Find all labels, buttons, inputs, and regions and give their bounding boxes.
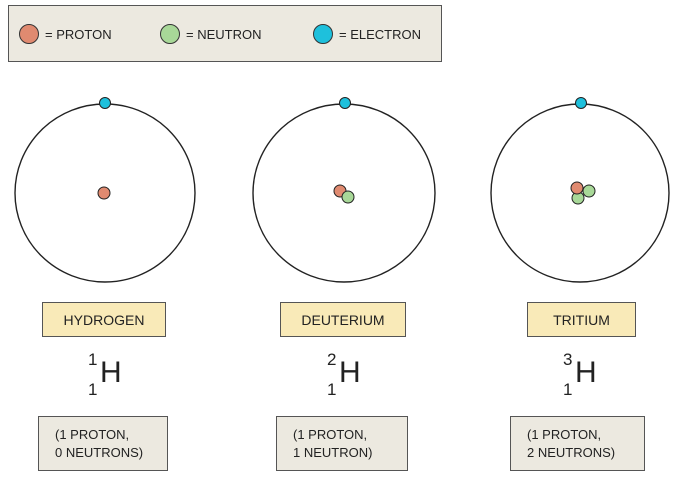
proton-icon <box>97 186 111 200</box>
deuterium-atom <box>252 97 436 283</box>
atomic-number: 1 <box>327 380 337 399</box>
atomic-number: 1 <box>563 380 573 399</box>
neutron-icon <box>582 184 596 198</box>
deuterium-label: DEUTERIUM <box>280 302 406 337</box>
neutron-swatch-icon <box>160 24 180 44</box>
legend-neutron-label: = NEUTRON <box>186 26 262 42</box>
mass-number: 1 <box>88 350 98 369</box>
electron-icon <box>339 97 351 109</box>
element-symbol: H <box>575 356 597 389</box>
neutron-icon <box>341 190 355 204</box>
info-line: 2 NEUTRONS) <box>527 444 616 460</box>
mass-number: 2 <box>327 350 337 369</box>
info-line: (1 PROTON, <box>55 426 130 442</box>
mass-number: 3 <box>563 350 573 369</box>
hydrogen-label: HYDROGEN <box>42 302 166 337</box>
proton-swatch-icon <box>19 24 39 44</box>
electron-swatch-icon <box>313 24 333 44</box>
legend-proton-label: = PROTON <box>45 26 112 42</box>
electron-icon <box>99 97 111 109</box>
info-line: (1 PROTON, <box>527 426 602 442</box>
hydrogen-atom <box>14 97 196 283</box>
deuterium-info: (1 PROTON, 1 NEUTRON) <box>276 416 408 471</box>
info-line: (1 PROTON, <box>293 426 368 442</box>
tritium-label: TRITIUM <box>527 302 636 337</box>
legend-proton: = PROTON <box>19 24 112 44</box>
tritium-atom <box>490 97 670 283</box>
info-line: 0 NEUTRONS) <box>55 444 144 460</box>
tritium-symbol: 3 H 1 <box>563 350 623 405</box>
hydrogen-info: (1 PROTON, 0 NEUTRONS) <box>38 416 168 471</box>
tritium-info: (1 PROTON, 2 NEUTRONS) <box>510 416 645 471</box>
element-symbol: H <box>339 356 361 389</box>
atomic-number: 1 <box>88 380 98 399</box>
proton-icon <box>570 181 584 195</box>
element-symbol: H <box>100 356 122 389</box>
atoms <box>14 97 670 283</box>
info-line: 1 NEUTRON) <box>293 444 373 460</box>
electron-icon <box>575 97 587 109</box>
legend-electron: = ELECTRON <box>313 24 421 44</box>
hydrogen-symbol: 1 H 1 <box>88 350 148 405</box>
legend-electron-label: = ELECTRON <box>339 26 421 42</box>
legend-neutron: = NEUTRON <box>160 24 261 44</box>
legend: = PROTON = NEUTRON = ELECTRON <box>8 5 442 62</box>
deuterium-symbol: 2 H 1 <box>327 350 387 405</box>
